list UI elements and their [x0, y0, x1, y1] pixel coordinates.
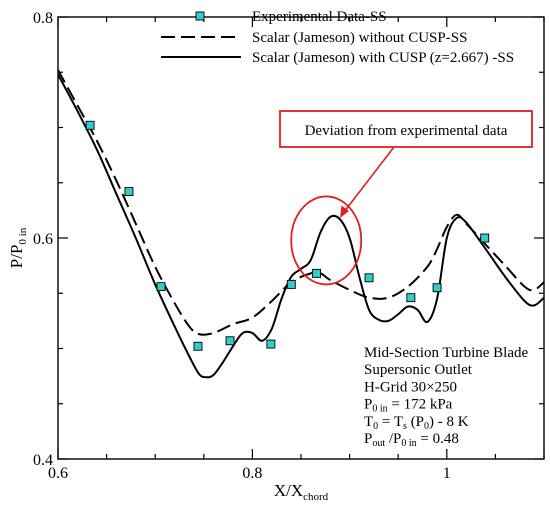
- experimental-data-point: [266, 339, 276, 349]
- experimental-data-point: [364, 273, 374, 283]
- experimental-data-point: [85, 120, 95, 130]
- y-axis-label: P/P0 in: [7, 227, 29, 268]
- annotation-layer: Deviation from experimental data: [279, 110, 533, 286]
- solid-series-line: [58, 73, 544, 379]
- info-subscript: 0: [373, 421, 378, 432]
- x-axis-label-main: X/X: [274, 481, 303, 500]
- info-text: = 0.48: [417, 431, 459, 447]
- info-text: Mid-Section Turbine Blade: [364, 345, 529, 361]
- info-text: = T: [378, 414, 403, 430]
- plot-frame: [57, 16, 545, 460]
- info-text: /P: [385, 431, 401, 447]
- deviation-arrow-head: [340, 205, 349, 218]
- info-text: ) - 8 K: [429, 414, 469, 430]
- deviation-callout-box: [279, 110, 533, 148]
- experimental-data-point: [480, 233, 490, 243]
- experimental-data-point: [193, 341, 203, 351]
- info-text: Supersonic Outlet: [364, 362, 473, 378]
- info-line: Supersonic Outlet: [364, 362, 473, 378]
- experimental-data-point: [312, 268, 322, 278]
- info-subscript: s: [403, 421, 407, 432]
- deviation-highlight-ellipse: [290, 195, 363, 286]
- info-subscript: out: [372, 438, 385, 449]
- info-text: P: [364, 431, 372, 447]
- legend: Experimental Data-SS Scalar (Jameson) wit…: [161, 9, 514, 66]
- x-axis-label: X/Xchord: [274, 481, 329, 503]
- experimental-data-point: [406, 293, 416, 303]
- experimental-data-point: [225, 336, 235, 346]
- experimental-data-point: [432, 283, 442, 293]
- legend-label: Scalar (Jameson) with CUSP (z=2.667) -SS: [252, 50, 514, 66]
- legend-marker-experimental: [195, 11, 205, 21]
- deviation-callout-text: Deviation from experimental data: [305, 123, 508, 139]
- y-axis-label-main: P/P: [7, 245, 26, 269]
- info-subscript: 0: [424, 421, 429, 432]
- y-tick-label: 0.4: [33, 452, 53, 469]
- legend-label: Scalar (Jameson) without CUSP-SS: [252, 30, 467, 46]
- info-text: T: [364, 414, 373, 430]
- info-subscript: 0 in: [401, 438, 416, 449]
- experimental-data-point: [124, 187, 134, 197]
- y-axis-label-subscript: 0 in: [17, 227, 29, 244]
- dashed-series-line: [58, 69, 544, 336]
- deviation-arrow-line: [343, 146, 395, 213]
- info-line: T0 = Ts (P0) - 8 K: [364, 414, 469, 432]
- y-tick-label: 0.8: [33, 10, 53, 27]
- experimental-data-point: [286, 279, 296, 289]
- y-tick-label: 0.6: [33, 231, 53, 248]
- info-line: Mid-Section Turbine Blade: [364, 345, 529, 361]
- info-text: (P: [407, 414, 424, 430]
- info-subscript: 0 in: [372, 404, 387, 415]
- info-text: = 172 kPa: [388, 397, 453, 413]
- info-text: P: [364, 397, 372, 413]
- info-line: H-Grid 30×250: [364, 379, 457, 395]
- x-axis-label-subscript: chord: [303, 491, 329, 503]
- info-text: H-Grid 30×250: [364, 379, 457, 395]
- x-tick-label: 0.8: [242, 465, 262, 482]
- info-line: P0 in = 172 kPa: [364, 397, 453, 415]
- x-tick-label: 1: [443, 465, 451, 482]
- info-line: Pout /P0 in = 0.48: [364, 431, 459, 449]
- legend-label: Experimental Data-SS: [252, 9, 387, 25]
- experimental-data-point: [156, 282, 166, 292]
- x-tick-label: 0.6: [48, 465, 68, 482]
- series-layer: [58, 69, 544, 379]
